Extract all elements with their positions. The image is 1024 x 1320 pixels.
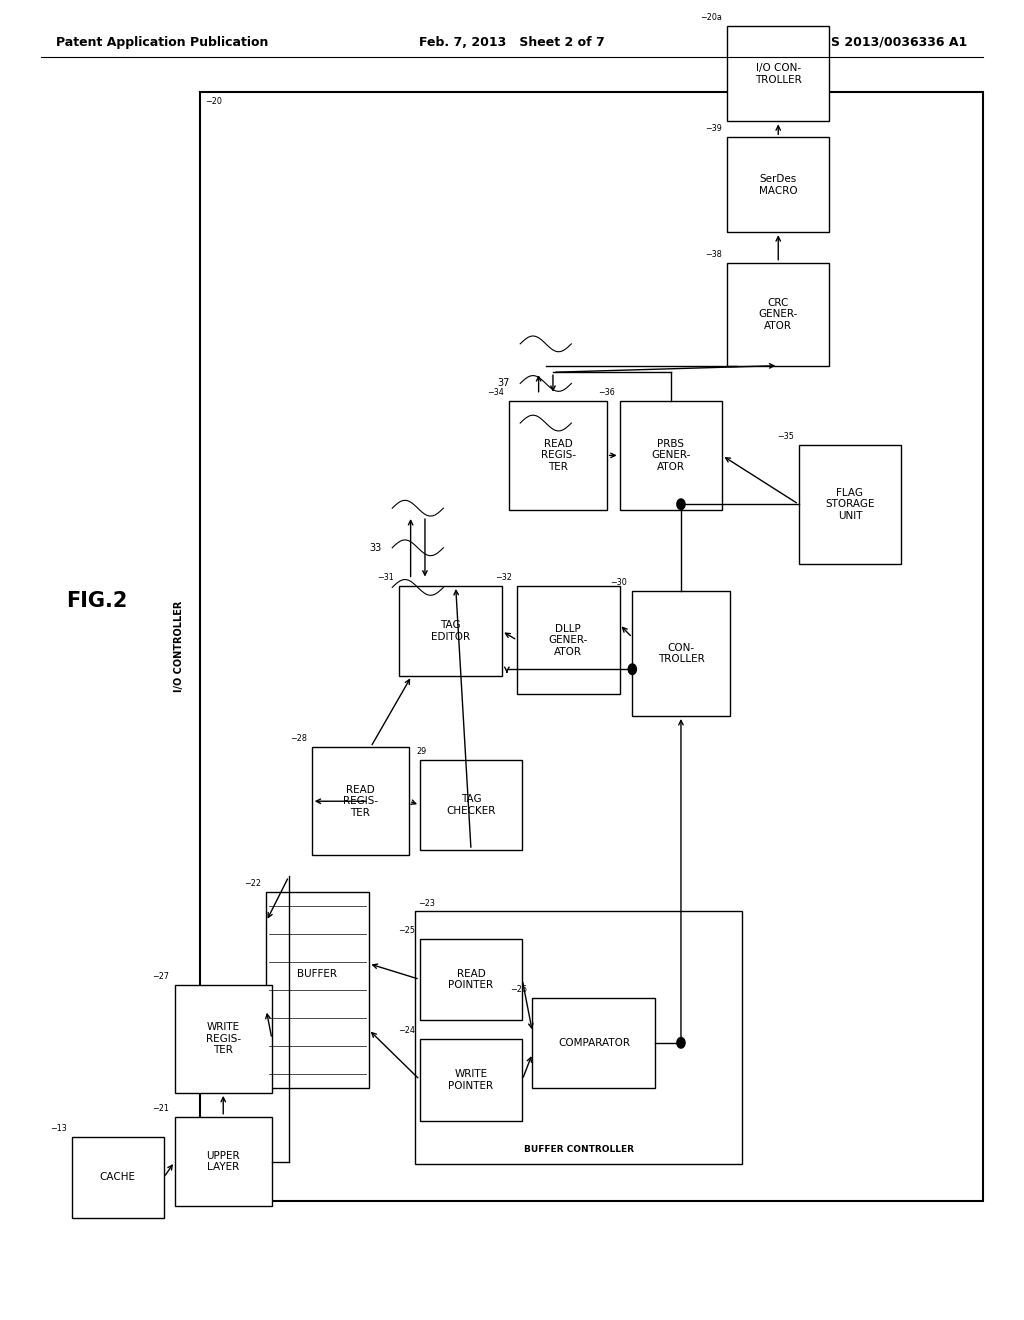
Bar	[415, 911, 742, 1164]
Circle shape	[677, 499, 685, 510]
Bar	[72, 1137, 164, 1218]
Bar	[420, 939, 522, 1020]
Text: I/O CONTROLLER: I/O CONTROLLER	[174, 601, 184, 693]
Text: −28: −28	[290, 734, 307, 743]
Text: SerDes
MACRO: SerDes MACRO	[759, 174, 798, 195]
Bar	[727, 137, 829, 232]
Circle shape	[629, 664, 637, 675]
Text: −20a: −20a	[700, 13, 722, 22]
Text: CON-
TROLLER: CON- TROLLER	[657, 643, 705, 664]
Text: DLLP
GENER-
ATOR: DLLP GENER- ATOR	[549, 623, 588, 657]
Text: READ
REGIS-
TER: READ REGIS- TER	[541, 438, 575, 473]
Text: −25: −25	[397, 925, 415, 935]
Text: READ
REGIS-
TER: READ REGIS- TER	[343, 784, 378, 818]
Text: COMPARATOR: COMPARATOR	[558, 1038, 630, 1048]
Text: FIG.2: FIG.2	[67, 590, 128, 611]
Bar	[420, 760, 522, 850]
Bar	[174, 985, 271, 1093]
Text: WRITE
REGIS-
TER: WRITE REGIS- TER	[206, 1022, 241, 1056]
Text: −38: −38	[706, 249, 722, 259]
Bar	[399, 586, 502, 676]
Text: −35: −35	[777, 432, 794, 441]
Text: 37: 37	[498, 379, 510, 388]
Text: 29: 29	[417, 747, 427, 756]
Text: −26: −26	[511, 985, 527, 994]
Text: I/O CON-
TROLLER: I/O CON- TROLLER	[755, 63, 802, 84]
Text: −27: −27	[153, 972, 169, 981]
Bar	[727, 263, 829, 366]
Text: TAG
EDITOR: TAG EDITOR	[431, 620, 470, 642]
Text: PRBS
GENER-
ATOR: PRBS GENER- ATOR	[651, 438, 690, 473]
Bar	[200, 92, 983, 1201]
Text: WRITE
POINTER: WRITE POINTER	[449, 1069, 494, 1090]
Text: −32: −32	[496, 573, 512, 582]
Text: −20: −20	[205, 96, 221, 106]
Bar	[174, 1117, 271, 1206]
Text: −13: −13	[50, 1123, 67, 1133]
Bar	[620, 401, 722, 510]
Text: −24: −24	[398, 1026, 415, 1035]
Bar	[727, 26, 829, 121]
Text: −21: −21	[153, 1104, 169, 1113]
Text: CRC
GENER-
ATOR: CRC GENER- ATOR	[759, 297, 798, 331]
Text: READ
POINTER: READ POINTER	[449, 969, 494, 990]
Text: −31: −31	[378, 573, 394, 582]
Bar	[517, 586, 620, 694]
Bar	[266, 892, 369, 1088]
Text: Patent Application Publication: Patent Application Publication	[56, 36, 268, 49]
Text: BUFFER CONTROLLER: BUFFER CONTROLLER	[523, 1144, 634, 1154]
Text: −39: −39	[706, 124, 722, 133]
Text: −22: −22	[244, 879, 261, 888]
Bar	[633, 591, 729, 715]
Bar	[420, 1039, 522, 1121]
Text: 33: 33	[370, 543, 382, 553]
Text: CACHE: CACHE	[99, 1172, 136, 1183]
Text: −36: −36	[598, 388, 614, 397]
Text: Feb. 7, 2013   Sheet 2 of 7: Feb. 7, 2013 Sheet 2 of 7	[419, 36, 605, 49]
Bar	[510, 401, 606, 510]
Text: UPPER
LAYER: UPPER LAYER	[207, 1151, 240, 1172]
Bar	[532, 998, 655, 1088]
Text: −30: −30	[610, 578, 627, 586]
Bar	[799, 445, 901, 564]
Circle shape	[677, 1038, 685, 1048]
Bar	[311, 747, 409, 855]
Text: −23: −23	[418, 899, 434, 908]
Text: −34: −34	[487, 388, 505, 397]
Text: TAG
CHECKER: TAG CHECKER	[446, 795, 496, 816]
Text: BUFFER: BUFFER	[297, 969, 338, 979]
Text: US 2013/0036336 A1: US 2013/0036336 A1	[821, 36, 968, 49]
Text: FLAG
STORAGE
UNIT: FLAG STORAGE UNIT	[825, 487, 874, 521]
